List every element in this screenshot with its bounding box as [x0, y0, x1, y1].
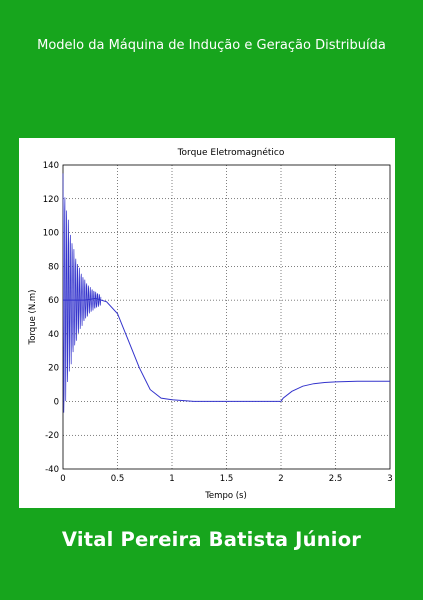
y-tick-label: 0	[54, 397, 59, 407]
x-tick-label: 2	[278, 474, 283, 484]
y-tick-label: 100	[43, 229, 59, 239]
x-tick-label: 1	[169, 474, 174, 484]
book-title: Modelo da Máquina de Indução e Geração D…	[37, 38, 386, 53]
y-tick-label: -40	[45, 465, 59, 475]
torque-oscillation-line	[62, 173, 102, 413]
x-tick-label: 2.5	[329, 474, 343, 484]
x-tick-label: 0	[60, 474, 65, 484]
chart-title: Torque Eletromagnético	[177, 147, 285, 158]
x-tick-label: 0.5	[111, 474, 125, 484]
author-name: Vital Pereira Batista Júnior	[61, 528, 362, 551]
y-tick-label: 80	[48, 262, 59, 272]
plot-area	[62, 164, 391, 470]
torque-series-line	[63, 297, 390, 402]
y-tick-label: 20	[48, 364, 59, 374]
y-tick-label: 60	[48, 296, 59, 306]
x-tick-label: 3	[387, 474, 392, 484]
torque-chart-svg: Torque Eletromagnético 0 0.5 1 1.5 2 2.5 3 -40 -…	[28, 147, 393, 501]
tick-labels: 0 0.5 1 1.5 2 2.5 3 -40 -20 0 20 40 60 80 100 120 140	[43, 161, 393, 484]
y-axis-label: Torque (N.m)	[28, 290, 38, 346]
x-tick-label: 1.5	[220, 474, 234, 484]
y-tick-label: -20	[45, 431, 59, 441]
grid-lines	[63, 165, 390, 469]
x-axis-label: Tempo (s)	[204, 491, 247, 501]
y-tick-label: 120	[43, 195, 59, 205]
y-tick-label: 140	[43, 161, 59, 171]
y-tick-label: 40	[48, 330, 59, 340]
torque-chart: Torque Eletromagnético 0 0.5 1 1.5 2 2.5 3 -40 -…	[19, 138, 395, 508]
